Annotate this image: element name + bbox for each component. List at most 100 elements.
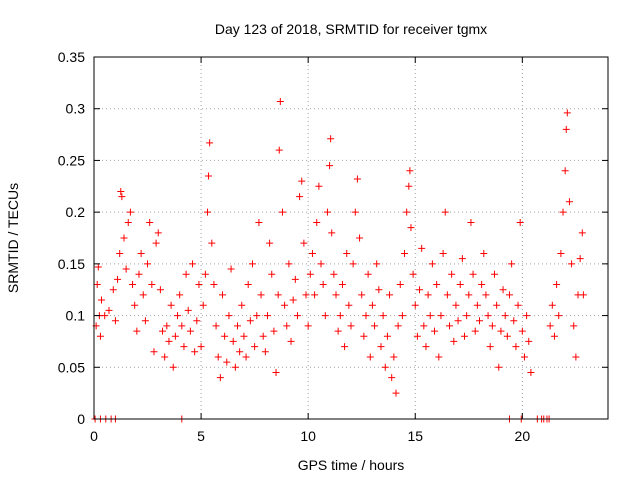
chart-title: Day 123 of 2018, SRMTID for receiver tgm… (215, 21, 487, 37)
data-point (195, 281, 203, 289)
data-point (345, 301, 353, 309)
data-point (390, 353, 398, 361)
data-point (550, 332, 558, 340)
data-point (261, 348, 269, 356)
data-point (259, 332, 267, 340)
gridlines (93, 56, 608, 420)
data-point (334, 327, 342, 335)
data-point (251, 343, 259, 351)
data-point (561, 167, 569, 175)
data-point (356, 234, 364, 242)
x-tick-label: 5 (197, 428, 205, 444)
data-point (465, 291, 473, 299)
x-tick-label: 10 (300, 428, 316, 444)
data-point (512, 343, 520, 351)
data-point (371, 322, 379, 330)
data-point (137, 250, 145, 258)
data-point (302, 291, 310, 299)
data-point (246, 317, 254, 325)
data-point (289, 296, 297, 304)
data-point (199, 301, 207, 309)
data-point (503, 332, 511, 340)
data-point (446, 322, 454, 330)
data-point (135, 270, 143, 278)
data-point (122, 265, 130, 273)
data-point (508, 260, 516, 268)
data-point (557, 250, 565, 258)
data-point (366, 353, 374, 361)
data-point (111, 317, 119, 325)
data-point (499, 286, 507, 294)
data-point (398, 312, 406, 320)
x-tick-label: 20 (515, 428, 531, 444)
data-point (555, 312, 563, 320)
data-point (197, 343, 205, 351)
data-point (523, 312, 531, 320)
data-point (306, 270, 314, 278)
data-point (176, 291, 184, 299)
data-point (473, 301, 481, 309)
data-point (435, 353, 443, 361)
data-point (189, 260, 197, 268)
data-point (146, 218, 154, 226)
data-point (266, 239, 274, 247)
data-point (150, 348, 158, 356)
data-point (559, 208, 567, 216)
data-point (117, 187, 125, 195)
data-point (193, 317, 201, 325)
data-point (268, 270, 276, 278)
data-point (124, 218, 132, 226)
data-point (386, 291, 394, 299)
data-point (510, 317, 518, 325)
data-point (214, 353, 222, 361)
data-point (129, 281, 137, 289)
data-point (360, 332, 368, 340)
data-point (255, 218, 263, 226)
data-point (263, 312, 271, 320)
data-point (319, 281, 327, 289)
data-point (227, 265, 235, 273)
data-point (257, 291, 265, 299)
data-point (317, 260, 325, 268)
data-point (223, 358, 231, 366)
data-point (520, 353, 528, 361)
data-point (321, 312, 329, 320)
data-point (406, 167, 414, 175)
data-point (570, 322, 578, 330)
data-point (313, 218, 321, 226)
data-point (338, 281, 346, 289)
data-point (562, 125, 570, 133)
data-point (248, 260, 256, 268)
data-point (458, 255, 466, 263)
data-point (392, 389, 400, 397)
data-point (437, 312, 445, 320)
data-point (368, 301, 376, 309)
data-point (471, 327, 479, 335)
data-point (116, 250, 124, 258)
y-tick-label: 0.35 (58, 49, 85, 65)
data-point (229, 337, 237, 345)
data-point (126, 208, 134, 216)
data-point (139, 291, 147, 299)
data-point (296, 193, 304, 201)
data-point (486, 343, 494, 351)
data-point (461, 332, 469, 340)
data-point (527, 368, 535, 376)
y-tick-label: 0.2 (66, 204, 86, 220)
data-point (276, 97, 284, 105)
data-point (144, 260, 152, 268)
data-point (101, 312, 109, 320)
data-point (578, 229, 586, 237)
data-point (403, 208, 411, 216)
data-point (311, 291, 319, 299)
data-point (208, 239, 216, 247)
data-point (238, 301, 246, 309)
data-point (156, 286, 164, 294)
data-point (304, 322, 312, 330)
data-point (293, 312, 301, 320)
data-point (308, 250, 316, 258)
data-point (212, 322, 220, 330)
data-point (327, 135, 335, 143)
data-point (341, 343, 349, 351)
data-point (514, 301, 522, 309)
